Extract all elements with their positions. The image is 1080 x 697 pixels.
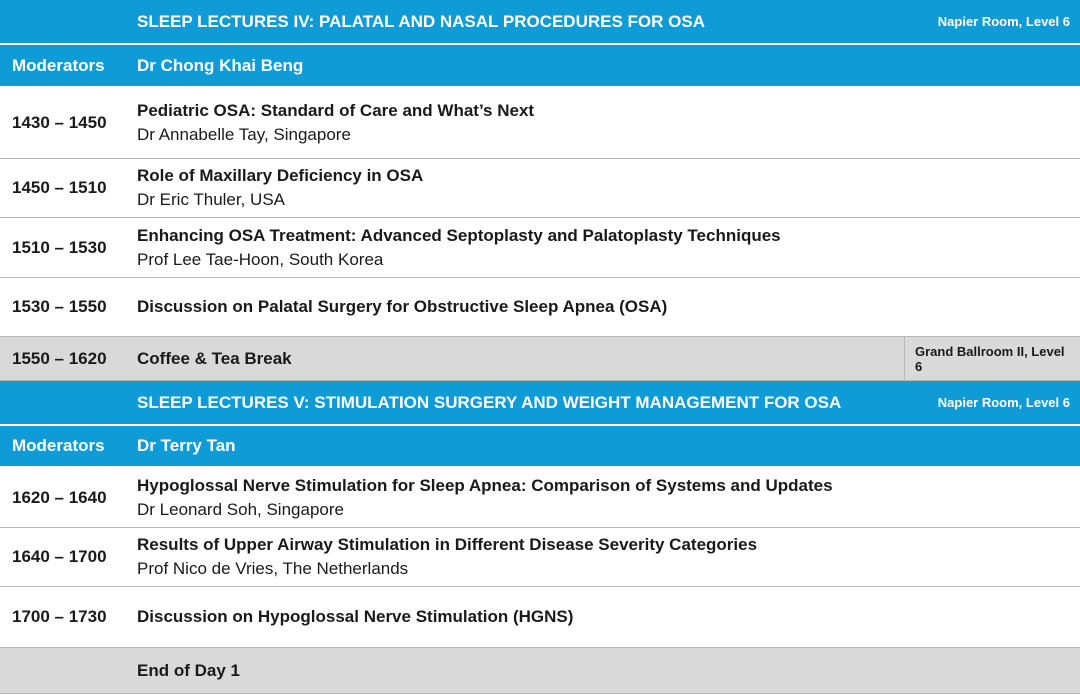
talk-row: 1640 – 1700 Results of Upper Airway Stim… [0, 528, 1080, 587]
session-title: SLEEP LECTURES V: STIMULATION SURGERY AN… [137, 392, 842, 412]
discussion-time: 1700 – 1730 [12, 607, 107, 626]
talk-title: Results of Upper Airway Stimulation in D… [137, 535, 758, 554]
talk-title: Enhancing OSA Treatment: Advanced Septop… [137, 225, 781, 245]
discussion-row: 1700 – 1730 Discussion on Hypoglossal Ne… [0, 587, 1080, 648]
talk-speaker: Dr Leonard Soh, Singapore [137, 499, 344, 519]
talk-title: Pediatric OSA: Standard of Care and What… [137, 101, 535, 120]
talk-speaker: Prof Lee Tae-Hoon, South Korea [137, 249, 384, 269]
talk-speaker: Dr Eric Thuler, USA [137, 190, 286, 209]
moderators-name: Dr Chong Khai Beng [137, 55, 304, 75]
end-of-day-row: End of Day 1 [0, 648, 1080, 694]
talk-time: 1430 – 1450 [12, 113, 107, 132]
moderators-row: Moderators Dr Terry Tan [0, 426, 1080, 468]
talk-time: 1510 – 1530 [12, 237, 107, 257]
talk-row: 1620 – 1640 Hypoglossal Nerve Stimulatio… [0, 468, 1080, 528]
talk-content: Pediatric OSA: Standard of Care and What… [137, 99, 1080, 147]
talk-content: Hypoglossal Nerve Stimulation for Sleep … [137, 474, 1080, 522]
moderators-name: Dr Terry Tan [137, 436, 236, 455]
session-venue: Napier Room, Level 6 [937, 395, 1070, 410]
talk-content: Results of Upper Airway Stimulation in D… [137, 533, 1080, 581]
break-row: 1550 – 1620 Coffee & Tea Break Grand Bal… [0, 337, 1080, 381]
talk-speaker: Prof Nico de Vries, The Netherlands [137, 559, 409, 578]
session-header: SLEEP LECTURES V: STIMULATION SURGERY AN… [0, 381, 1080, 426]
talk-row: 1510 – 1530 Enhancing OSA Treatment: Adv… [0, 218, 1080, 278]
moderators-label: Moderators [12, 436, 105, 455]
talk-content: Role of Maxillary Deficiency in OSA Dr E… [137, 164, 1080, 212]
talk-title: Role of Maxillary Deficiency in OSA [137, 166, 424, 185]
break-venue: Grand Ballroom II, Level 6 [904, 337, 1080, 380]
discussion-title: Discussion on Palatal Surgery for Obstru… [137, 297, 668, 316]
moderators-row: Moderators Dr Chong Khai Beng [0, 45, 1080, 88]
session-title: SLEEP LECTURES IV: PALATAL AND NASAL PRO… [137, 11, 705, 31]
talk-time: 1640 – 1700 [12, 547, 107, 566]
talk-title: Hypoglossal Nerve Stimulation for Sleep … [137, 475, 833, 495]
talk-time: 1620 – 1640 [12, 487, 107, 507]
talk-speaker: Dr Annabelle Tay, Singapore [137, 125, 351, 144]
discussion-row: 1530 – 1550 Discussion on Palatal Surger… [0, 278, 1080, 337]
moderators-label: Moderators [12, 55, 105, 75]
talk-time: 1450 – 1510 [12, 178, 107, 197]
session-header: SLEEP LECTURES IV: PALATAL AND NASAL PRO… [0, 0, 1080, 45]
end-of-day-label: End of Day 1 [137, 660, 240, 680]
session-venue: Napier Room, Level 6 [937, 14, 1070, 29]
talk-content: Enhancing OSA Treatment: Advanced Septop… [137, 224, 1080, 272]
break-time: 1550 – 1620 [12, 348, 107, 368]
talk-row: 1450 – 1510 Role of Maxillary Deficiency… [0, 159, 1080, 218]
break-title: Coffee & Tea Break [137, 348, 292, 368]
discussion-time: 1530 – 1550 [12, 297, 107, 316]
discussion-title: Discussion on Hypoglossal Nerve Stimulat… [137, 607, 574, 626]
talk-row: 1430 – 1450 Pediatric OSA: Standard of C… [0, 88, 1080, 159]
